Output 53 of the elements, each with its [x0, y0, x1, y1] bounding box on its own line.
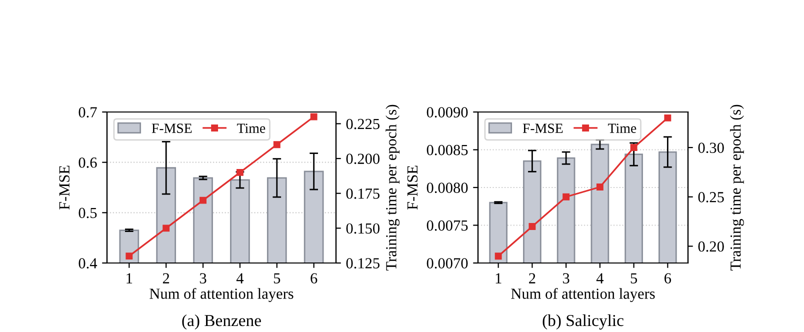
y-tick-label: 0.0070 — [426, 258, 468, 269]
x-tick-label: 5 — [274, 273, 280, 284]
y2-tick-label: 0.125 — [346, 258, 380, 269]
point — [236, 168, 244, 176]
point — [310, 113, 318, 120]
y2-axis-title: Training time per epoch (s) — [386, 104, 400, 271]
x-tick-label: 6 — [310, 273, 318, 284]
point — [273, 141, 280, 148]
x-tick-label: 5 — [630, 273, 638, 284]
x-axis-title: Num of attention layers — [150, 288, 294, 302]
point — [494, 252, 502, 260]
y-tick-label: 0.5 — [78, 208, 97, 218]
y2-tick-label: 0.225 — [346, 118, 380, 130]
y-tick-label: 0.7 — [78, 107, 97, 118]
y-tick-label: 0.0080 — [426, 182, 468, 194]
legend-label: F-MSE — [152, 124, 192, 133]
x-tick-label: 3 — [200, 273, 206, 284]
y-tick-label: 0.0075 — [426, 220, 468, 231]
y2-tick-label: 0.150 — [346, 223, 380, 234]
y-tick-label: 0.0085 — [426, 144, 468, 156]
x-axis-title: Num of attention layers — [511, 288, 655, 302]
legend-label: Time — [237, 124, 266, 133]
point — [664, 114, 672, 122]
x-tick-label: 6 — [664, 273, 672, 284]
x-tick-label: 4 — [596, 273, 604, 284]
y-tick-label: 0.4 — [78, 258, 98, 269]
y2-tick-label: 0.25 — [698, 192, 724, 202]
x-tick-label: 4 — [236, 273, 244, 284]
y2-tick-label: 0.20 — [698, 241, 724, 252]
point — [126, 252, 133, 260]
point — [630, 144, 638, 151]
x-tick-label: 1 — [126, 273, 132, 284]
x-tick-label: 2 — [162, 273, 170, 284]
legend-label: Time — [608, 124, 636, 133]
y-axis-title: F-MSE — [59, 166, 70, 210]
point — [200, 196, 207, 204]
x-tick-label: 2 — [529, 273, 536, 284]
y-tick-label: 0.6 — [78, 157, 97, 168]
y-tick-label: 0.0090 — [426, 107, 468, 118]
point — [162, 224, 170, 232]
text: (a) Benzene — [182, 314, 261, 330]
x-tick-label: 3 — [562, 273, 570, 284]
y2-tick-label: 0.30 — [698, 142, 724, 154]
point — [528, 223, 536, 230]
legend-label: F-MSE — [522, 124, 563, 133]
y2-tick-label: 0.200 — [346, 154, 380, 164]
y2-tick-label: 0.175 — [346, 188, 380, 199]
y-axis-title: F-MSE — [407, 166, 418, 210]
point — [596, 184, 604, 190]
text: (b) Salicylic — [542, 314, 624, 330]
y2-axis-title: Training time per epoch (s) — [730, 104, 744, 271]
point — [562, 193, 570, 200]
x-tick-label: 1 — [496, 273, 502, 284]
